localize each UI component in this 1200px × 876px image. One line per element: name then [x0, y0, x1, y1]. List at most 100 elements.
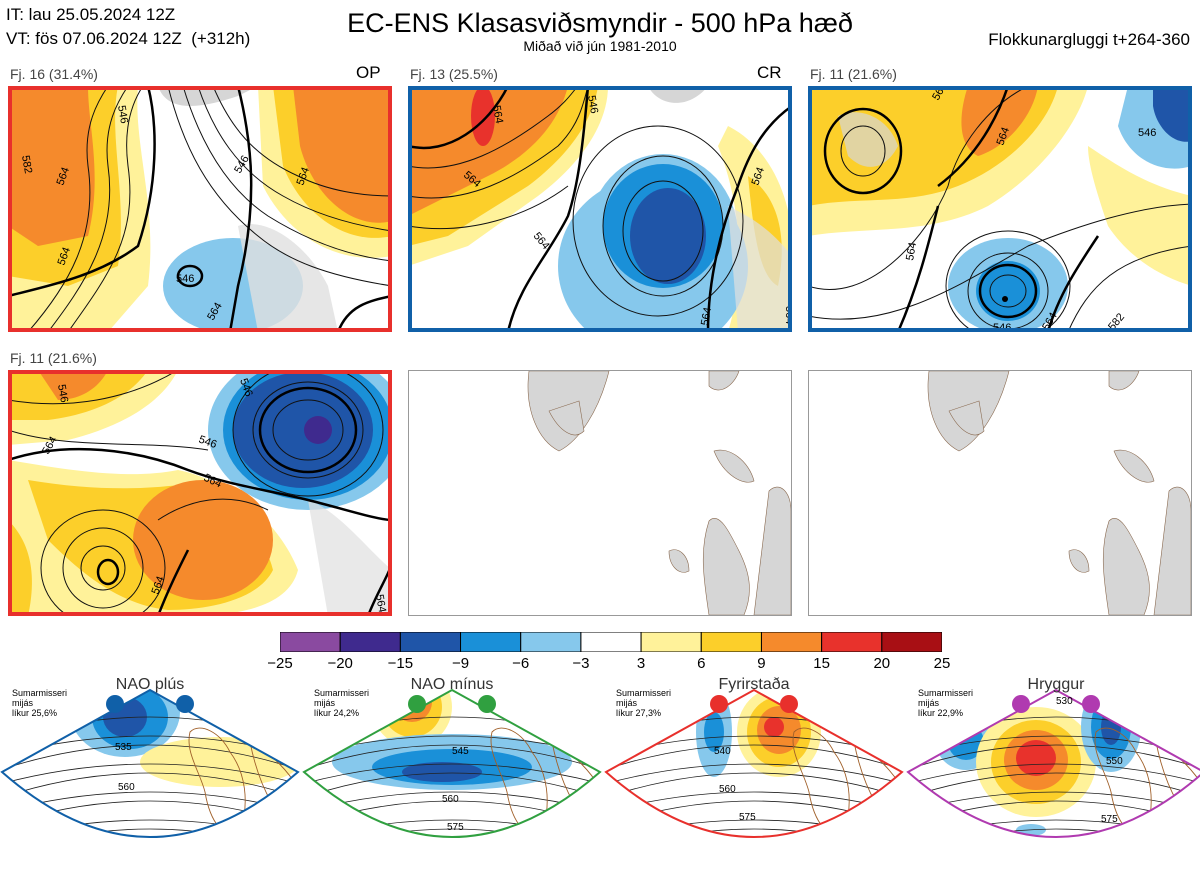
regime-title: Hryggur	[1027, 676, 1085, 693]
regime-marker	[780, 695, 798, 713]
regime-title: Fyrirstaða	[718, 676, 790, 693]
colorbar-tick-label: −20	[327, 655, 353, 672]
svg-text:564: 564	[995, 126, 1013, 147]
anomaly-blob	[764, 717, 784, 737]
regime-panel: 530 550 575 Hryggur Sumarmisseri mijás líkur…	[906, 672, 1200, 871]
contour-label: 575	[739, 812, 756, 823]
colorbar-tick-label: −15	[387, 655, 414, 672]
page-title: EC-ENS Klasasviðsmyndir - 500 hPa hæð	[347, 8, 853, 38]
svg-text:564: 564	[904, 241, 919, 261]
init-time: IT: lau 25.05.2024 12Z	[6, 5, 176, 24]
svg-text:564: 564	[750, 166, 768, 187]
svg-text:546: 546	[237, 377, 255, 398]
regime-marker	[710, 695, 728, 713]
colorbar-swatch	[399, 631, 462, 653]
svg-text:582: 582	[19, 154, 34, 174]
height-contour	[606, 772, 902, 799]
contour-label: 550	[1106, 756, 1123, 767]
cluster-map-4: 546 546 564 546 564 564 564	[8, 370, 392, 616]
height-contour	[908, 744, 1200, 771]
height-contour	[304, 828, 600, 837]
regime-marker	[106, 695, 124, 713]
height-contour	[2, 744, 298, 771]
regime-panel: 540 560 575 Fyrirstaða Sumarmisseri mijás lí…	[604, 672, 904, 871]
svg-text:564: 564	[373, 593, 388, 613]
anomaly-blob	[140, 737, 298, 787]
contour-label: 535	[115, 742, 132, 753]
svg-text:546: 546	[115, 104, 130, 124]
colorbar-tick-label: 9	[757, 655, 766, 672]
height-contour	[908, 772, 1200, 799]
regime-likelihood-note: Sumarmisseri mijás líkur 25,6%	[12, 688, 68, 718]
svg-text:564: 564	[150, 575, 168, 596]
regime-likelihood-note: Sumarmisseri mijás líkur 24,2%	[314, 688, 370, 718]
regime-marker	[1012, 695, 1030, 713]
contour-label: 575	[1101, 814, 1118, 825]
cluster-tag-cr: CR	[757, 63, 782, 82]
valid-time: VT: fös 07.06.2024 12Z (+312h)	[6, 29, 251, 48]
empty-map-2	[808, 370, 1192, 616]
height-contour	[2, 772, 298, 799]
anomaly-blob	[402, 762, 482, 782]
colorbar-swatch	[460, 631, 522, 653]
height-contour	[908, 828, 1200, 837]
regime-outline	[906, 688, 1200, 838]
contour-label: 575	[447, 822, 464, 833]
cluster-label-2: Fj. 13 (25.5%)	[410, 66, 498, 82]
colorbar-swatch	[640, 631, 702, 653]
regime-panel: 535 560 NAO plús Sumarmisseri mijás líkur 2…	[0, 672, 300, 871]
regime-outline	[302, 688, 602, 838]
svg-text:546: 546	[197, 434, 218, 452]
contour-label: 560	[719, 784, 736, 795]
regime-outline	[604, 688, 904, 838]
cluster-tag-op: OP	[356, 63, 381, 82]
colorbar-tick-label: 15	[813, 655, 830, 672]
empty-map-1	[408, 370, 792, 616]
anomaly-blob	[1016, 740, 1056, 776]
svg-text:546: 546	[55, 383, 70, 403]
height-contour	[2, 763, 298, 785]
svg-text:546: 546	[993, 322, 1011, 332]
height-contour	[606, 744, 902, 771]
svg-text:546: 546	[1138, 127, 1156, 139]
height-contour	[606, 763, 902, 785]
colorbar-tick-label: 20	[873, 655, 891, 672]
svg-text:564: 564	[783, 306, 792, 324]
svg-text:564: 564	[490, 104, 505, 124]
contour-label: 545	[452, 746, 469, 757]
regime-marker	[176, 695, 194, 713]
page-subtitle: Miðað við jún 1981-2010	[523, 38, 677, 54]
colorbar-swatch	[580, 631, 642, 653]
colorbar-tick-label: 6	[697, 655, 706, 672]
svg-text:564: 564	[699, 306, 714, 326]
colorbar-swatch	[881, 631, 943, 653]
height-contour	[304, 772, 600, 799]
regime-likelihood-note: Sumarmisseri mijás líkur 27,3%	[616, 688, 672, 718]
colorbar-swatch	[520, 631, 582, 653]
regime-title: NAO mínus	[410, 676, 494, 693]
contour-label: 560	[118, 782, 135, 793]
colorbar-swatch	[821, 631, 883, 653]
cluster-map-2: 564 564 546 564 564 564 564	[408, 86, 792, 332]
colorbar	[279, 631, 943, 653]
regime-marker	[1082, 695, 1100, 713]
regime-title: NAO plús	[115, 676, 185, 693]
height-contour	[304, 744, 600, 771]
height-contour	[908, 763, 1200, 785]
colorbar-tick-label: 3	[636, 655, 646, 672]
cluster-label-4: Fj. 11 (21.6%)	[10, 350, 97, 366]
svg-text:564: 564	[55, 166, 73, 187]
regime-outline	[0, 688, 300, 838]
classification-window: Flokkunargluggi t+264-360	[988, 30, 1190, 49]
colorbar-tick-label: 25	[933, 655, 951, 672]
svg-text:546: 546	[176, 273, 194, 285]
colorbar-tick-label: −9	[451, 655, 470, 672]
regime-marker	[478, 695, 496, 713]
contour-label: 540	[714, 746, 731, 757]
svg-text:564: 564	[295, 166, 313, 187]
height-contour	[606, 828, 902, 837]
cluster-map-3: 564 564 546 546 564 564 582	[808, 86, 1192, 332]
regime-marker	[408, 695, 426, 713]
regime-panel: 545 560 575 NAO mínus Sumarmisseri mijás lík…	[302, 672, 602, 871]
colorbar-swatch	[760, 631, 823, 653]
